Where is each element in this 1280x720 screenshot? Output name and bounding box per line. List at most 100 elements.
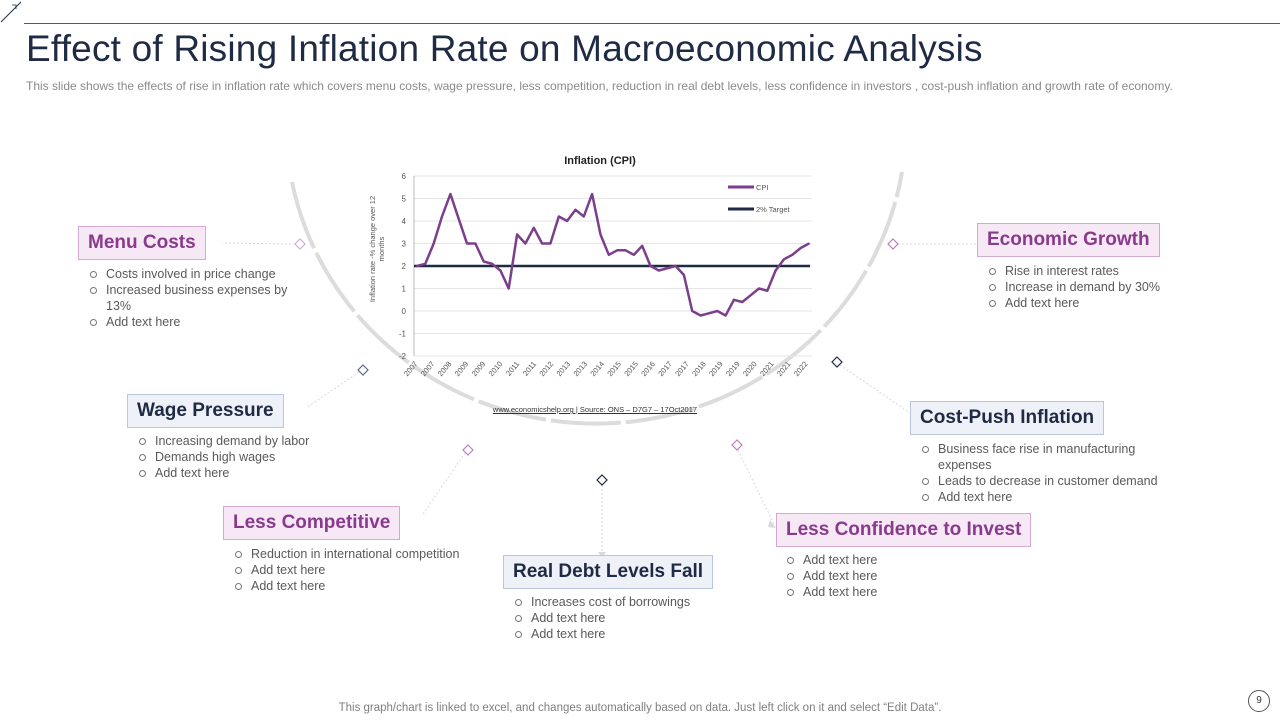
cpi-data-point bbox=[624, 249, 627, 252]
cpi-data-point bbox=[432, 242, 435, 245]
list-item: Rise in interest rates bbox=[987, 263, 1207, 279]
page-subtitle: This slide shows the effects of rise in … bbox=[26, 79, 1173, 93]
list-item: Costs involved in price change bbox=[88, 266, 293, 282]
connector-wage-pressure bbox=[305, 371, 360, 409]
cpi-data-point bbox=[766, 289, 769, 292]
cpi-data-point bbox=[666, 267, 669, 270]
list-item: Leads to decrease in customer demand bbox=[920, 473, 1190, 489]
page-title: Effect of Rising Inflation Rate on Macro… bbox=[26, 28, 983, 69]
cpi-data-point bbox=[541, 242, 544, 245]
node-wage-pressure bbox=[357, 364, 369, 376]
cpi-data-point bbox=[507, 287, 510, 290]
list-item: Add text here bbox=[785, 552, 985, 568]
x-tick-label: 2018 bbox=[690, 360, 708, 379]
cpi-data-point bbox=[716, 310, 719, 312]
list-item: Add text here bbox=[785, 568, 985, 584]
cpi-data-point bbox=[708, 312, 710, 315]
y-tick-label: 1 bbox=[402, 285, 407, 294]
cpi-data-point bbox=[466, 242, 468, 245]
cpi-data-point bbox=[524, 242, 527, 245]
real-debt-list: Increases cost of borrowings Add text he… bbox=[513, 594, 733, 642]
footer-note: This graph/chart is linked to excel, and… bbox=[338, 702, 942, 714]
cpi-data-point bbox=[424, 262, 427, 265]
x-tick-label: 2013 bbox=[571, 360, 589, 379]
cpi-data-point bbox=[657, 269, 660, 272]
list-item: Add text here bbox=[513, 610, 733, 626]
list-item: Demands high wages bbox=[137, 449, 357, 465]
list-item: Increases cost of borrowings bbox=[513, 594, 733, 610]
cpi-data-point bbox=[741, 301, 744, 303]
cpi-data-point bbox=[607, 253, 610, 256]
cpi-data-point bbox=[482, 260, 485, 263]
x-tick-label: 2014 bbox=[588, 360, 606, 379]
x-tick-label: 2010 bbox=[487, 360, 505, 379]
cpi-data-point bbox=[566, 220, 569, 222]
menu-costs-list: Costs involved in price change Increased… bbox=[88, 266, 293, 330]
cpi-data-point bbox=[724, 314, 727, 317]
node-economic-growth bbox=[887, 238, 899, 250]
list-item: Add text here bbox=[233, 562, 493, 578]
x-tick-label: 2021 bbox=[775, 360, 793, 379]
legend-target-label: 2% Target bbox=[756, 205, 791, 214]
cpi-data-point bbox=[733, 298, 735, 301]
x-tick-label: 2022 bbox=[792, 360, 810, 379]
x-tick-label: 2009 bbox=[470, 360, 488, 379]
cpi-data-point bbox=[774, 269, 777, 272]
cpi-data-point bbox=[416, 265, 418, 267]
x-tick-label: 2011 bbox=[521, 360, 538, 378]
x-tick-label: 2020 bbox=[741, 360, 759, 379]
list-item: Reduction in international competition bbox=[233, 546, 493, 562]
cpi-data-point bbox=[557, 215, 560, 218]
list-item: Add text here bbox=[987, 295, 1207, 311]
x-tick-label: 2016 bbox=[639, 360, 657, 379]
cpi-data-point bbox=[758, 287, 760, 290]
list-item: Increase in demand by 30% bbox=[987, 279, 1207, 295]
chart-source[interactable]: www.economicshelp.org | Source: ONS – D7… bbox=[492, 405, 698, 414]
y-tick-label: -1 bbox=[399, 330, 407, 339]
cpi-data-point bbox=[674, 265, 677, 267]
x-tick-label: 2015 bbox=[622, 360, 640, 379]
y-tick-label: 5 bbox=[402, 195, 407, 204]
x-tick-label: 2007 bbox=[419, 360, 437, 379]
arrow-less-confidence bbox=[768, 520, 776, 528]
cpi-data-point bbox=[641, 244, 644, 247]
cpi-data-point bbox=[491, 262, 493, 265]
cpi-data-point bbox=[599, 233, 602, 236]
x-tick-label: 2009 bbox=[453, 360, 471, 379]
cpi-data-point bbox=[682, 274, 685, 276]
cpi-data-point bbox=[591, 193, 594, 195]
top-rule bbox=[24, 23, 1280, 24]
node-real-debt bbox=[596, 474, 608, 486]
economic-growth-title: Economic Growth bbox=[977, 223, 1160, 257]
connector-less-confidence bbox=[737, 449, 775, 525]
list-item: Add text here bbox=[88, 314, 293, 330]
list-item: Add text here bbox=[920, 489, 1190, 505]
x-tick-label: 2012 bbox=[538, 360, 556, 379]
less-competitive-title: Less Competitive bbox=[223, 506, 401, 540]
list-item: Add text here bbox=[233, 578, 493, 594]
node-menu-costs bbox=[294, 238, 306, 250]
cpi-data-point bbox=[616, 249, 619, 252]
list-item: Add text here bbox=[513, 626, 733, 642]
x-tick-label: 2007 bbox=[402, 360, 420, 379]
cpi-data-point bbox=[449, 193, 452, 195]
corner-logo-icon bbox=[0, 1, 22, 23]
cpi-data-point bbox=[783, 258, 785, 261]
cost-push-title: Cost-Push Inflation bbox=[910, 401, 1105, 435]
node-cost-push bbox=[831, 356, 843, 368]
x-tick-label: 2017 bbox=[656, 360, 674, 379]
cpi-data-point bbox=[532, 226, 535, 229]
x-tick-label: 2013 bbox=[555, 360, 573, 379]
y-tick-label: -2 bbox=[399, 352, 407, 361]
cpi-series-line bbox=[416, 192, 810, 317]
half-circle-arc bbox=[290, 171, 904, 426]
legend-cpi-label: CPI bbox=[756, 183, 769, 192]
chart-title: Inflation (CPI) bbox=[564, 155, 636, 167]
y-tick-label: 6 bbox=[402, 172, 407, 181]
cpi-data-point bbox=[791, 253, 794, 256]
cpi-data-point bbox=[499, 269, 502, 272]
list-item: Increased business expenses by 13% bbox=[88, 282, 293, 314]
real-debt-title: Real Debt Levels Fall bbox=[503, 555, 714, 589]
